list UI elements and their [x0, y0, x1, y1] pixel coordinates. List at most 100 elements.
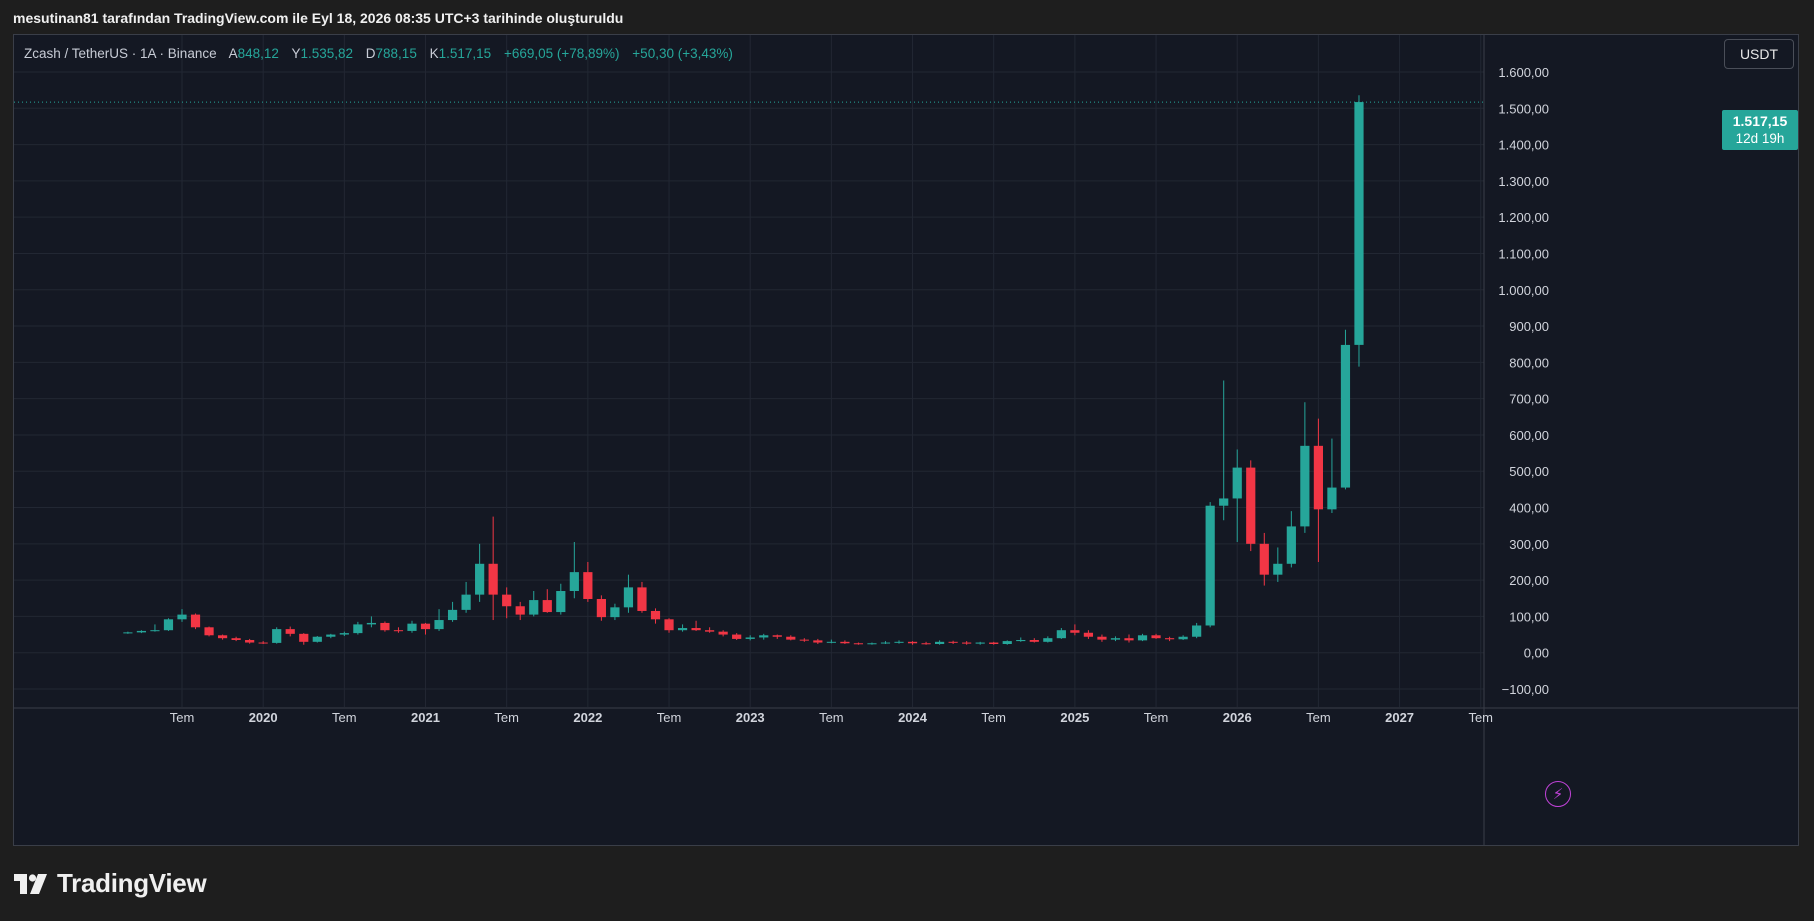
candle-body: [1327, 487, 1337, 510]
candle-body: [623, 587, 634, 608]
candle-body: [1232, 467, 1242, 499]
price-axis-label: 1.200,00: [1498, 210, 1549, 225]
candle-body: [299, 633, 309, 642]
price-axis-label: 1.600,00: [1498, 65, 1549, 80]
candle-body: [1340, 344, 1351, 488]
candle-body: [664, 619, 674, 631]
candle-body: [1178, 636, 1188, 640]
candle-body: [407, 623, 417, 631]
candle-body: [1110, 638, 1121, 640]
price-axis-label: 900,00: [1509, 319, 1549, 334]
price-axis-label: 200,00: [1509, 573, 1549, 588]
candle-body: [529, 600, 539, 615]
candle-body: [217, 635, 228, 639]
currency-button[interactable]: USDT: [1724, 39, 1794, 69]
time-axis-label: Tem: [981, 710, 1006, 725]
candle-body: [894, 641, 904, 643]
candle-body: [880, 642, 891, 644]
candle-body: [515, 606, 525, 615]
last-price-value: 1.517,15: [1732, 113, 1788, 129]
price-axis-label: 100,00: [1509, 609, 1549, 624]
candle-body: [759, 635, 769, 638]
tradingview-logo-text: TradingView: [57, 868, 207, 898]
candle-body: [1205, 505, 1215, 626]
time-axis-label: 2022: [573, 710, 602, 725]
candle-body: [948, 641, 958, 643]
candlestick-chart[interactable]: 1.600,00 1.500,00 1.400,00 1.300,00 1.200,00…: [14, 35, 1798, 845]
candle-body: [488, 563, 498, 595]
price-axis-label: 1.100,00: [1498, 246, 1549, 261]
lightning-icon[interactable]: ⚡: [1545, 781, 1571, 807]
price-axis-label: 600,00: [1509, 428, 1549, 443]
candle-body: [393, 630, 404, 632]
time-axis-label: 2020: [249, 710, 278, 725]
open-label: A: [228, 46, 238, 61]
close-label: K: [429, 46, 439, 61]
candle-body: [1259, 543, 1269, 575]
candle-body: [272, 629, 282, 643]
candle-body: [420, 623, 431, 630]
symbol-legend: Zcash / TetherUS · 1A · Binance A848,12 …: [24, 46, 733, 61]
candle-body: [1219, 498, 1229, 506]
candle-body: [1043, 638, 1053, 642]
candle-body: [1097, 636, 1107, 640]
candle-body: [1124, 638, 1134, 641]
price-axis-label: 500,00: [1509, 464, 1549, 479]
candle-body: [177, 614, 187, 620]
candle-body: [772, 635, 782, 637]
price-axis-label: 1.400,00: [1498, 138, 1549, 153]
time-axis-label: Tem: [332, 710, 357, 725]
time-axis-label: 2027: [1385, 710, 1414, 725]
candle-body: [799, 639, 809, 641]
candle-body: [650, 610, 661, 620]
candle-body: [285, 629, 295, 634]
candle-body: [447, 609, 458, 621]
candle-body: [853, 643, 864, 645]
high-value: 1.535,82: [300, 46, 354, 61]
candle-body: [556, 591, 566, 613]
candle-body: [583, 572, 593, 599]
time-axis-label: 2024: [898, 710, 928, 725]
last-price-tag: 1.517,15 12d 19h: [1722, 110, 1798, 150]
candle-body: [136, 630, 147, 633]
candle-body: [826, 641, 836, 643]
candle-body: [786, 636, 796, 640]
candle-body: [705, 630, 715, 632]
time-axis-label: 2023: [736, 710, 765, 725]
candle-body: [1164, 638, 1175, 640]
time-axis-label: Tem: [1468, 710, 1493, 725]
candle-body: [907, 641, 918, 644]
price-axis-label: 0,00: [1524, 646, 1549, 661]
symbol-name[interactable]: Zcash / TetherUS · 1A · Binance: [24, 46, 217, 61]
candle-body: [1002, 641, 1012, 644]
candle-body: [502, 594, 512, 607]
price-axis-label: 300,00: [1509, 537, 1549, 552]
candle-body: [1016, 640, 1026, 642]
candle-body: [732, 634, 742, 639]
price-axis-label: 1.300,00: [1498, 174, 1549, 189]
time-axis-label: 2026: [1223, 710, 1252, 725]
candle-body: [190, 614, 201, 628]
time-axis-label: Tem: [494, 710, 519, 725]
candle-body: [813, 640, 823, 643]
candle-body: [677, 628, 688, 631]
candle-body: [1070, 630, 1080, 633]
candle-body: [1286, 526, 1296, 564]
candle-body: [1313, 445, 1323, 510]
candle-body: [231, 638, 241, 641]
candle-body: [962, 642, 972, 644]
candle-body: [204, 627, 214, 636]
candle-body: [1273, 563, 1283, 575]
tradingview-logo[interactable]: TradingView: [14, 868, 207, 899]
candle-body: [610, 607, 620, 618]
chart-panel[interactable]: 1.600,00 1.500,00 1.400,00 1.300,00 1.200,00…: [13, 34, 1799, 846]
time-axis-label: 2025: [1060, 710, 1089, 725]
candle-body: [326, 634, 336, 637]
candle-body: [1354, 102, 1364, 345]
price-axis-label: 700,00: [1509, 392, 1549, 407]
candle-body: [840, 641, 850, 644]
time-axis-label: Tem: [657, 710, 682, 725]
candle-body: [1029, 640, 1039, 642]
time-axis-label: 2021: [411, 710, 440, 725]
time-axis-label: Tem: [1144, 710, 1169, 725]
